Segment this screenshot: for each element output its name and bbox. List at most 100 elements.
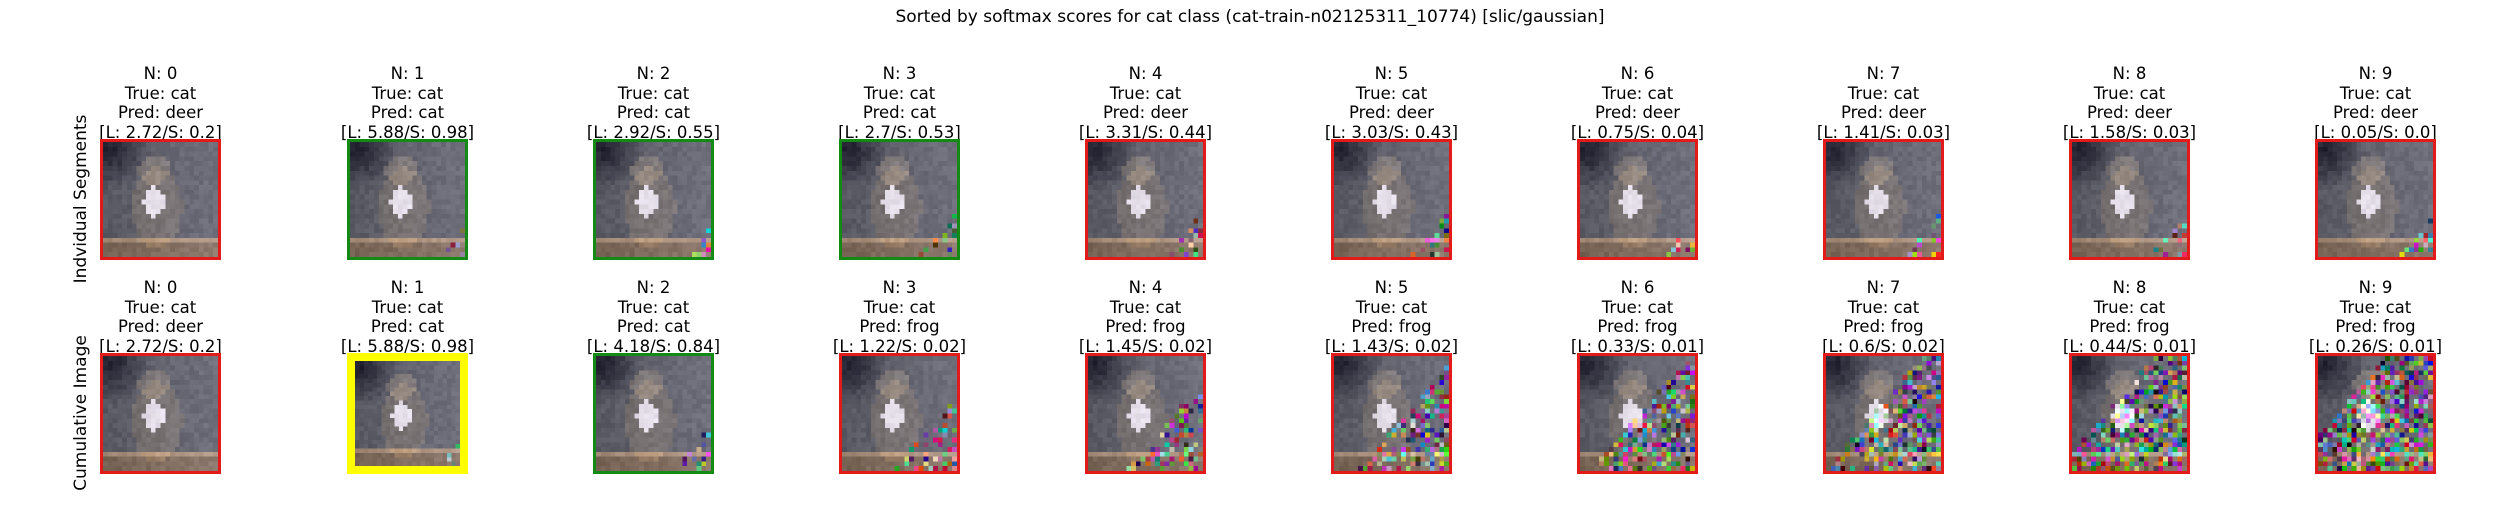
caption-n: N: 5 xyxy=(1282,278,1502,298)
panel-image-pixels xyxy=(1580,142,1695,257)
panel-image xyxy=(1331,353,1452,474)
panel-image xyxy=(1823,353,1944,474)
panel-image-pixels xyxy=(1826,356,1941,471)
panel-image xyxy=(1331,139,1452,260)
caption-n: N: 0 xyxy=(51,64,271,84)
figure: Sorted by softmax scores for cat class (… xyxy=(0,0,2500,500)
caption-n: N: 7 xyxy=(1774,64,1994,84)
caption-n: N: 5 xyxy=(1282,64,1502,84)
caption-n: N: 1 xyxy=(298,64,518,84)
caption-pred: Pred: cat xyxy=(298,103,518,123)
caption-true-label: True: cat xyxy=(51,84,271,104)
caption-n: N: 2 xyxy=(544,278,764,298)
panel-image-pixels xyxy=(350,142,465,257)
caption-true-label: True: cat xyxy=(298,298,518,318)
figure-title: Sorted by softmax scores for cat class (… xyxy=(0,6,2500,28)
caption-true-label: True: cat xyxy=(790,84,1010,104)
caption-pred: Pred: cat xyxy=(544,103,764,123)
caption-n: N: 1 xyxy=(298,278,518,298)
caption-pred: Pred: frog xyxy=(1774,317,1994,337)
caption-pred: Pred: deer xyxy=(1528,103,1748,123)
panel-image xyxy=(1577,139,1698,260)
panel-image xyxy=(839,353,960,474)
panel-image-pixels xyxy=(2072,142,2187,257)
panel-image-pixels xyxy=(596,356,711,471)
caption-true-label: True: cat xyxy=(1528,298,1748,318)
panel-image-pixels xyxy=(842,356,957,471)
caption-pred: Pred: cat xyxy=(298,317,518,337)
panel-image xyxy=(347,353,468,474)
caption-pred: Pred: deer xyxy=(51,103,271,123)
caption-n: N: 7 xyxy=(1774,278,1994,298)
panel-image-pixels xyxy=(1580,356,1695,471)
panel-image xyxy=(100,139,221,260)
caption-true-label: True: cat xyxy=(1036,298,1256,318)
panel-image xyxy=(1577,353,1698,474)
caption-true-label: True: cat xyxy=(51,298,271,318)
panel-image-pixels xyxy=(103,142,218,257)
panel-image-pixels xyxy=(1334,356,1449,471)
caption-pred: Pred: deer xyxy=(1774,103,1994,123)
caption-n: N: 8 xyxy=(2020,64,2240,84)
caption-n: N: 6 xyxy=(1528,64,1748,84)
panel-image xyxy=(593,139,714,260)
caption-pred: Pred: deer xyxy=(2020,103,2240,123)
caption-n: N: 9 xyxy=(2266,64,2486,84)
panel-image xyxy=(1085,353,1206,474)
caption-pred: Pred: frog xyxy=(2266,317,2486,337)
caption-true-label: True: cat xyxy=(1774,298,1994,318)
panel-image xyxy=(839,139,960,260)
caption-n: N: 9 xyxy=(2266,278,2486,298)
panel-image xyxy=(1823,139,1944,260)
panel-image xyxy=(2315,353,2436,474)
panel-image-pixels xyxy=(596,142,711,257)
caption-true-label: True: cat xyxy=(2020,298,2240,318)
caption-n: N: 3 xyxy=(790,64,1010,84)
caption-true-label: True: cat xyxy=(790,298,1010,318)
panel-image xyxy=(1085,139,1206,260)
caption-pred: Pred: frog xyxy=(2020,317,2240,337)
caption-n: N: 4 xyxy=(1036,64,1256,84)
panel-image-pixels xyxy=(1826,142,1941,257)
panel-image-pixels xyxy=(842,142,957,257)
caption-n: N: 0 xyxy=(51,278,271,298)
caption-pred: Pred: cat xyxy=(544,317,764,337)
caption-pred: Pred: frog xyxy=(790,317,1010,337)
caption-n: N: 6 xyxy=(1528,278,1748,298)
panel-image xyxy=(347,139,468,260)
caption-true-label: True: cat xyxy=(544,84,764,104)
panel-image-pixels xyxy=(1088,356,1203,471)
caption-true-label: True: cat xyxy=(1774,84,1994,104)
panel-image-pixels xyxy=(2318,142,2433,257)
panel-image-pixels xyxy=(1334,142,1449,257)
caption-n: N: 2 xyxy=(544,64,764,84)
caption-n: N: 4 xyxy=(1036,278,1256,298)
caption-pred: Pred: deer xyxy=(1282,103,1502,123)
caption-true-label: True: cat xyxy=(2266,298,2486,318)
caption-pred: Pred: deer xyxy=(51,317,271,337)
caption-pred: Pred: frog xyxy=(1282,317,1502,337)
panel-image xyxy=(2069,139,2190,260)
caption-true-label: True: cat xyxy=(298,84,518,104)
panel-image-pixels xyxy=(2318,356,2433,471)
caption-true-label: True: cat xyxy=(1036,84,1256,104)
caption-true-label: True: cat xyxy=(1282,84,1502,104)
